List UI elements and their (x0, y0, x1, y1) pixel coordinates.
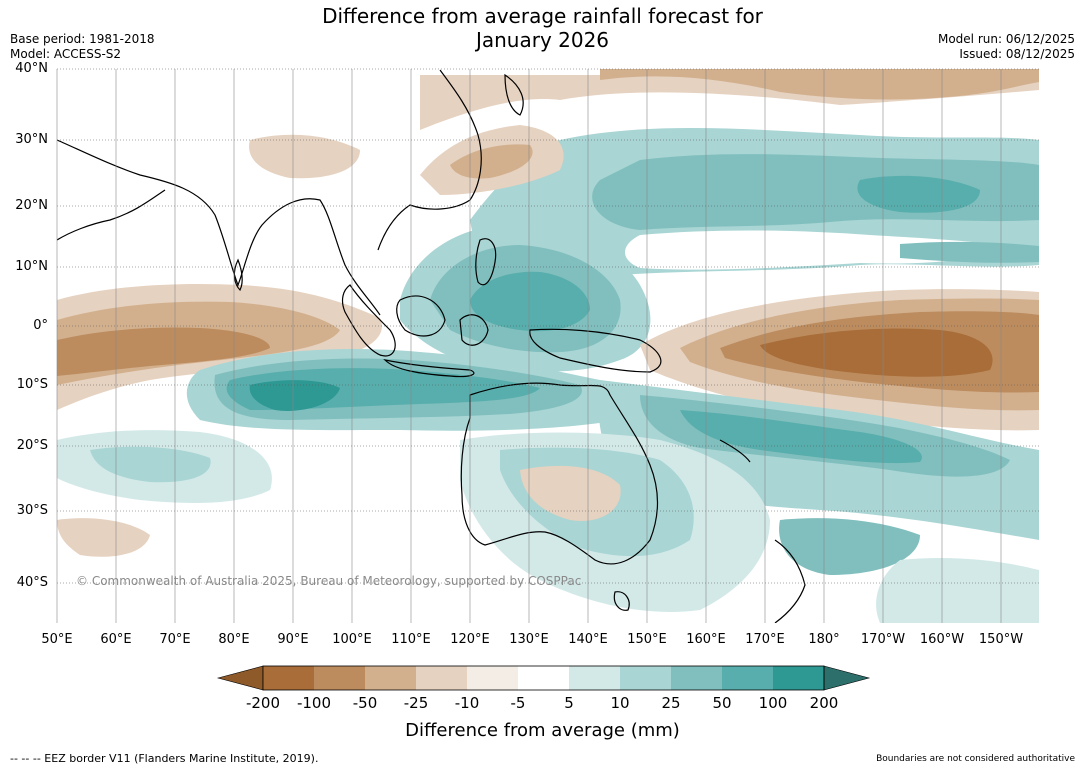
issued-date: Issued: 08/12/2025 (959, 47, 1075, 61)
lon-label: 160°E (686, 632, 726, 647)
lon-label: 140°E (568, 632, 608, 647)
lat-label: 30°S (16, 503, 48, 518)
colorbar-tick-label: 10 (610, 694, 630, 712)
colorbar-tick-label: 200 (809, 694, 839, 712)
lat-label: 20°N (15, 198, 48, 213)
colorbar-swatch (722, 666, 773, 690)
title-line-2: January 2026 (475, 28, 610, 52)
lat-label: 0° (33, 318, 48, 333)
colorbar-tick-label: -100 (296, 694, 332, 712)
colorbar-tick-label: -25 (403, 694, 429, 712)
colorbar-tick-label: 100 (758, 694, 788, 712)
lon-label: 150°E (627, 632, 667, 647)
copyright-notice: © Commonwealth of Australia 2025, Bureau… (76, 574, 582, 588)
lat-label: 10°S (16, 377, 48, 392)
run-info: Model run: 06/12/2025 Issued: 08/12/2025 (938, 32, 1075, 62)
lon-label: 60°E (100, 632, 132, 647)
colorbar-swatch (467, 666, 518, 690)
colorbar-swatch (773, 666, 824, 690)
colorbar-tick-label: -50 (352, 694, 378, 712)
lon-label: 150°W (978, 632, 1024, 647)
model-name: Model: ACCESS-S2 (10, 47, 122, 61)
colorbar-swatch (569, 666, 620, 690)
colorbar-tick-label: -10 (454, 694, 480, 712)
lon-label: 180° (808, 632, 840, 647)
meridians (56, 69, 1002, 623)
lon-label: 70°E (159, 632, 191, 647)
colorbar-swatch (671, 666, 722, 690)
colorbar-swatch (263, 666, 314, 690)
colorbar-swatch (416, 666, 467, 690)
model-info: Base period: 1981-2018 Model: ACCESS-S2 (10, 32, 155, 62)
lat-label: 40°N (15, 61, 48, 76)
anomaly-field (57, 69, 1039, 623)
colorbar-tick-label: 25 (661, 694, 681, 712)
colorbar-tick-label: -200 (245, 694, 281, 712)
lon-label: 100°E (332, 632, 372, 647)
lon-label: 50°E (41, 632, 73, 647)
colorbar-tick-label: -5 (510, 694, 526, 712)
lon-label: 130°E (509, 632, 549, 647)
colorbar-tick-label: 50 (712, 694, 732, 712)
lon-label: 170°E (745, 632, 785, 647)
lat-label: 30°N (15, 132, 48, 147)
coastlines (57, 69, 806, 623)
lon-label: 170°W (860, 632, 906, 647)
colorbar (216, 665, 871, 691)
title-line-1: Difference from average rainfall forecas… (322, 4, 763, 28)
lon-label: 120°E (450, 632, 490, 647)
colorbar-swatch (314, 666, 365, 690)
lon-label: 90°E (277, 632, 309, 647)
colorbar-extend-high (823, 665, 871, 691)
colorbar-swatch (620, 666, 671, 690)
lat-label: 20°S (16, 438, 48, 453)
base-period: Base period: 1981-2018 (10, 32, 155, 46)
colorbar-tick-label: 5 (564, 694, 574, 712)
map-title: Difference from average rainfall forecas… (0, 4, 1085, 52)
boundaries-disclaimer: Boundaries are not considered authoritat… (876, 754, 1075, 764)
model-run: Model run: 06/12/2025 (937, 32, 1075, 46)
colorbar-title: Difference from average (mm) (405, 720, 680, 741)
colorbar-swatch (518, 666, 569, 690)
colorbar-extend-low (216, 665, 264, 691)
lon-label: 80°E (218, 632, 250, 647)
lat-label: 10°N (15, 259, 48, 274)
colorbar-swatch (365, 666, 416, 690)
eez-border-note: -- -- -- EEZ border V11 (Flanders Marine… (10, 752, 319, 765)
lon-label: 160°W (919, 632, 965, 647)
lat-label: 40°S (16, 575, 48, 590)
lon-label: 110°E (391, 632, 431, 647)
